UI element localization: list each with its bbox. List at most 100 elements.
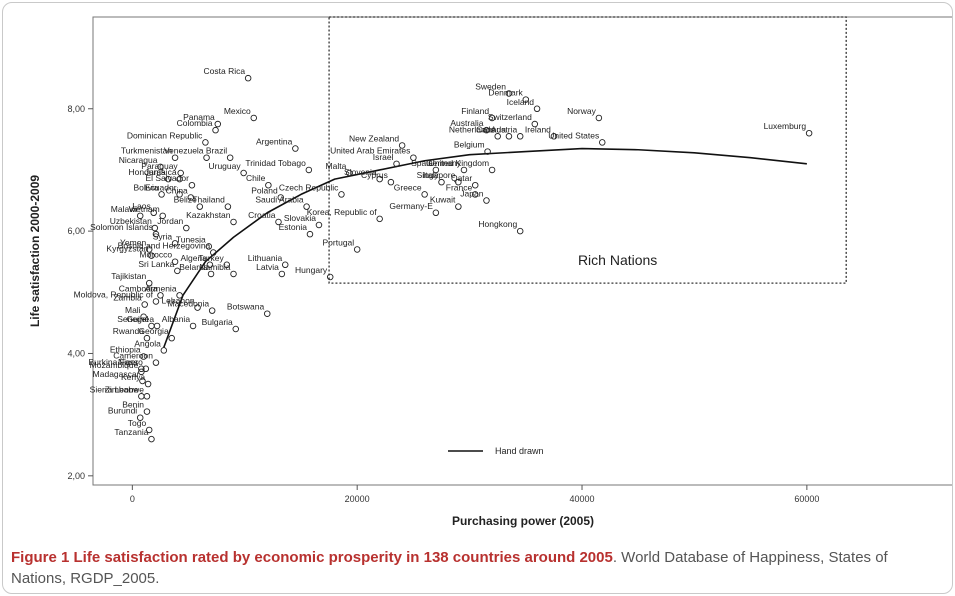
- point-slovakia: [315, 221, 323, 229]
- point-label-ireland: Ireland: [525, 124, 551, 134]
- point-label-rwanda: Rwanda: [113, 326, 144, 336]
- point-label-benin: Benin: [122, 400, 144, 410]
- point-label-tanzania: Tanzania: [114, 427, 148, 437]
- point-label-algeria: Algeria: [180, 253, 207, 263]
- point-korea-republic-of: [376, 215, 383, 223]
- point-vietnam: [159, 212, 166, 220]
- point-jordan: [183, 224, 190, 232]
- point-solomon-islands: [152, 230, 160, 238]
- point-label-hongkong: Hongkong: [478, 219, 517, 229]
- point-rwanda: [143, 334, 151, 342]
- point-label-botswana: Botswana: [227, 302, 265, 312]
- point-botswana: [263, 310, 271, 317]
- point-label-colombia: Colombia: [177, 118, 213, 128]
- point-label-lebanon: Lebanon: [161, 296, 194, 306]
- point-kazakhstan: [230, 218, 237, 226]
- point-label-mali: Mali: [125, 305, 141, 315]
- point-label-moldova-republic-of: Moldova, Republic of: [74, 289, 154, 299]
- point-qatar: [471, 181, 479, 189]
- point-label-greece: Greece: [394, 182, 422, 192]
- point-denmark: [522, 96, 530, 103]
- point-luxemburg: [805, 129, 813, 137]
- point-label-bolivia: Bolivia: [134, 182, 159, 192]
- point-label-sierra-leone: Sierra Leone: [90, 384, 139, 394]
- point-cambodia: [157, 292, 164, 299]
- point-thailand: [224, 203, 232, 210]
- point-label-togo: Togo: [128, 418, 147, 428]
- legend-label: Hand drawn: [495, 446, 544, 456]
- point-label-germany: Germany: [426, 158, 462, 168]
- point-united-arab-emirates: [410, 154, 417, 161]
- point-tanzania: [148, 435, 155, 443]
- point-slovenia: [376, 175, 383, 183]
- point-belarus: [207, 270, 215, 278]
- x-tick-label: 0: [130, 494, 135, 504]
- point-ecuador: [176, 191, 183, 198]
- point-label-italy: Italy: [423, 170, 439, 180]
- point-belgium: [484, 148, 491, 155]
- point-label-croatia: Croatia: [248, 210, 276, 220]
- point-label-qatar: Qatar: [451, 173, 472, 183]
- point-netherlands: [494, 133, 501, 140]
- x-tick-label: 20000: [345, 494, 370, 504]
- point-label-albania: Albania: [162, 314, 191, 324]
- point-croatia: [275, 218, 282, 226]
- point-label-macedonia: Macedonia: [168, 299, 210, 309]
- point-mozambique: [138, 368, 145, 376]
- point-uzbekistan: [151, 224, 159, 232]
- point-label-vietnam: Vietnam: [129, 204, 160, 214]
- point-label-venezuela: Venezuela: [164, 146, 204, 156]
- point-albania: [189, 322, 197, 330]
- point-france: [471, 191, 479, 198]
- point-label-solomon-islands: Solomon Islands: [90, 222, 153, 232]
- caption-text: . World Database of Happiness, States of…: [11, 549, 888, 587]
- plot-area: [92, 16, 952, 486]
- point-label-iceland: Iceland: [507, 97, 535, 107]
- point-label-brazil: Brazil: [206, 146, 227, 156]
- point-burundi: [136, 414, 144, 421]
- point-dominican-republic: [202, 139, 209, 146]
- point-malawi: [136, 212, 144, 220]
- point-label-tunesia: Tunesia: [176, 234, 206, 244]
- point-label-angola: Angola: [134, 338, 161, 348]
- point-label-australia: Australia: [450, 118, 483, 128]
- point-hungary: [326, 273, 334, 281]
- point-label-trinidad-tobago: Trinidad Tobago: [245, 158, 306, 168]
- point-label-united-arab-emirates: United Arab Emirates: [330, 146, 410, 156]
- point-label-guinea: Guinea: [127, 314, 155, 324]
- point-china: [187, 194, 195, 201]
- point-label-madagascar: Madagascar: [93, 369, 140, 379]
- point-estonia: [306, 230, 314, 238]
- point-label-switzerland: Switzerland: [488, 112, 532, 122]
- point-sri-lanka: [174, 267, 181, 275]
- point-label-japan: Japan: [460, 189, 483, 199]
- point-label-czech-republic: Czech Republic: [279, 182, 339, 192]
- point-singapore: [455, 178, 462, 186]
- point-laos: [150, 209, 157, 217]
- x-tick-label: 40000: [570, 494, 595, 504]
- point-bolivia: [158, 191, 165, 198]
- point-label-zimbabwe: Zimbabwe: [105, 384, 144, 394]
- point-ethiopia: [140, 353, 147, 360]
- point-label-germany-e: Germany-E: [389, 201, 433, 211]
- point-label-jamaica: Jamaica: [145, 167, 177, 177]
- point-label-jordan: Jordan: [157, 216, 183, 226]
- y-axis-label: Life satisfaction 2000-2009: [28, 175, 42, 327]
- point-argentina: [292, 145, 299, 152]
- caption-figure-title: Figure 1 Life satisfaction rated by econ…: [11, 549, 613, 566]
- point-label-morocco: Morocco: [139, 250, 172, 260]
- point-morocco: [171, 258, 179, 265]
- point-label-namibia: Namibia: [199, 262, 230, 272]
- point-switzerland: [531, 120, 539, 128]
- point-label-tajikistan: Tajikistan: [111, 271, 146, 281]
- point-togo: [145, 426, 153, 434]
- point-canada: [505, 133, 513, 140]
- point-label-latvia: Latvia: [256, 262, 279, 272]
- point-spain: [432, 166, 440, 174]
- point-label-luxemburg: Luxemburg: [764, 121, 807, 131]
- point-bosnia-and-herzegovina: [210, 249, 217, 256]
- point-label-niger: Niger: [118, 357, 138, 367]
- point-label-israel: Israel: [373, 152, 394, 162]
- point-label-kazakhstan: Kazakhstan: [186, 210, 231, 220]
